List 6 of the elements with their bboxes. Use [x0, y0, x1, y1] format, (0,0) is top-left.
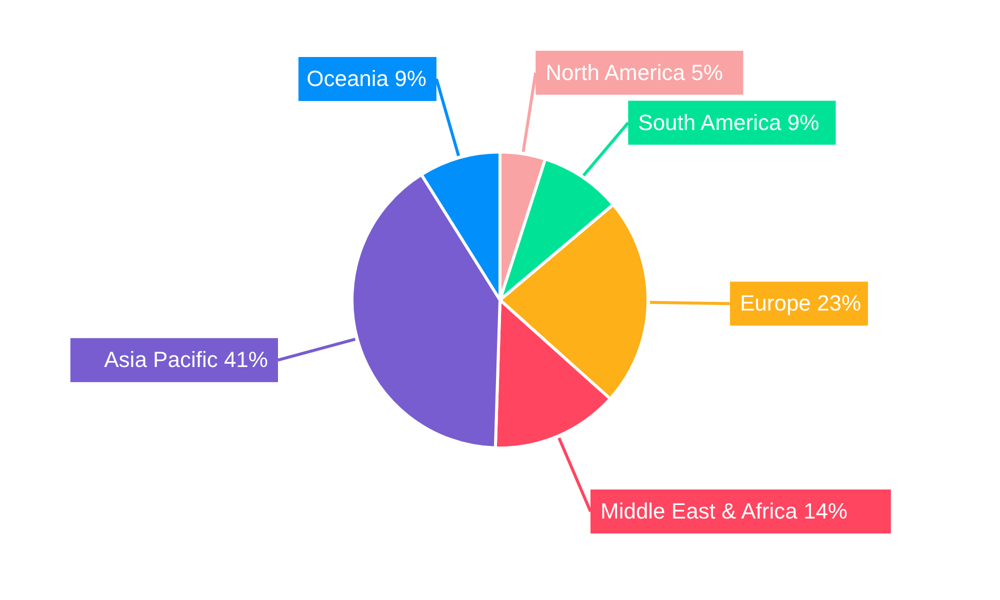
slice-label: Asia Pacific 41% — [104, 347, 268, 372]
slice-label: South America 9% — [638, 110, 820, 135]
slice-label: Middle East & Africa 14% — [600, 498, 848, 524]
slice-label: Oceania 9% — [306, 66, 426, 91]
slice-label: Europe 23% — [740, 290, 862, 316]
slice-label: North America 5% — [546, 60, 723, 85]
